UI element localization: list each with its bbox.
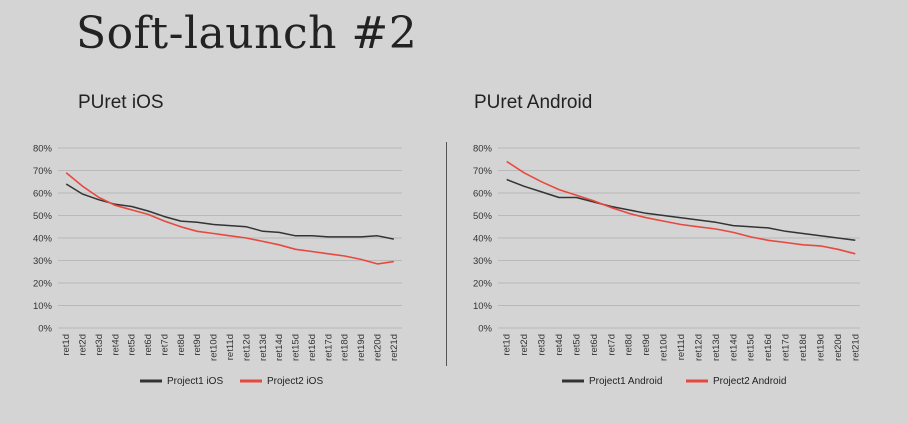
y-tick-label: 80% (473, 144, 493, 155)
x-tick-label: ret4d (554, 334, 565, 356)
x-tick-label: ret21d (850, 334, 860, 361)
x-tick-label: ret5d (127, 334, 138, 356)
x-tick-label: ret4d (110, 334, 121, 356)
y-tick-label: 70% (33, 166, 53, 177)
x-tick-label: ret20d (372, 334, 383, 361)
x-tick-label: ret12d (241, 334, 252, 361)
y-tick-label: 50% (473, 211, 493, 222)
chart-title-ios: PUret iOS (78, 92, 164, 113)
y-tick-label: 50% (33, 211, 53, 222)
x-tick-label: ret18d (340, 334, 351, 361)
x-tick-label: ret7d (159, 334, 170, 356)
x-tick-label: ret19d (356, 334, 367, 361)
x-tick-label: ret9d (641, 334, 652, 356)
chart-title-android: PUret Android (474, 92, 593, 113)
series-line (506, 178, 856, 242)
chart-ios: 0% 10% 20% 30% 40% 50% 60% 70% 80% ret1d ret2d ret3… (33, 144, 402, 387)
x-tick-label: ret6d (589, 334, 600, 356)
y-tick-label: 60% (33, 189, 53, 200)
x-tick-label: ret15d (291, 334, 302, 361)
legend-label: Project2 Android (713, 376, 786, 387)
x-tick-label: ret12d (693, 334, 704, 361)
legend-label: Project2 iOS (267, 376, 323, 387)
x-tick-label: ret13d (258, 334, 269, 361)
y-tick-label: 20% (473, 279, 493, 290)
x-tick-label: ret8d (176, 334, 187, 356)
x-tick-label: ret16d (763, 334, 774, 361)
x-tick-label: ret18d (798, 334, 809, 361)
x-tick-label: ret14d (274, 334, 285, 361)
x-tick-label: ret15d (746, 334, 757, 361)
x-tick-label: ret1d (61, 334, 72, 356)
y-tick-label: 10% (473, 301, 493, 312)
x-tick-label: ret19d (815, 334, 826, 361)
x-tick-label: ret14d (728, 334, 739, 361)
legend-label: Project1 iOS (167, 376, 223, 387)
y-tick-label: 40% (473, 234, 493, 245)
x-tick-label: ret20d (833, 334, 844, 361)
x-tick-label: ret6d (143, 334, 154, 356)
y-tick-label: 10% (33, 301, 53, 312)
x-tick-label: ret5d (571, 334, 582, 356)
series-line (506, 160, 856, 255)
x-tick-label: ret7d (606, 334, 617, 356)
series-line (65, 172, 394, 265)
x-tick-label: ret9d (192, 334, 203, 356)
y-tick-label: 20% (33, 279, 53, 290)
x-tick-label: ret3d (537, 334, 548, 356)
x-tick-label: ret1d (502, 334, 513, 356)
x-tick-label: ret13d (711, 334, 722, 361)
y-tick-label: 80% (33, 144, 53, 155)
y-tick-label: 30% (473, 256, 493, 267)
x-tick-label: ret3d (94, 334, 105, 356)
chart-divider (446, 142, 447, 366)
x-tick-label: ret2d (519, 334, 530, 356)
x-tick-label: ret11d (676, 334, 687, 360)
y-tick-label: 70% (473, 166, 493, 177)
y-tick-label: 0% (478, 324, 492, 335)
x-tick-label: ret17d (323, 334, 334, 361)
series-line (65, 183, 394, 240)
y-tick-label: 0% (38, 324, 52, 335)
y-tick-label: 40% (33, 234, 53, 245)
x-tick-label: ret21d (389, 334, 400, 361)
x-tick-label: ret11d (225, 334, 236, 360)
x-tick-label: ret10d (209, 334, 220, 361)
y-tick-label: 60% (473, 189, 493, 200)
x-tick-label: ret2d (78, 334, 89, 356)
x-tick-label: ret8d (624, 334, 635, 356)
chart-android: 0% 10% 20% 30% 40% 50% 60% 70% 80% ret1d ret2d ret3… (473, 144, 860, 387)
x-tick-label: ret17d (781, 334, 792, 361)
x-tick-label: ret10d (659, 334, 670, 361)
y-tick-label: 30% (33, 256, 53, 267)
x-tick-label: ret16d (307, 334, 318, 361)
slide-title: Soft-launch #2 (76, 8, 418, 59)
legend-label: Project1 Android (589, 376, 662, 387)
